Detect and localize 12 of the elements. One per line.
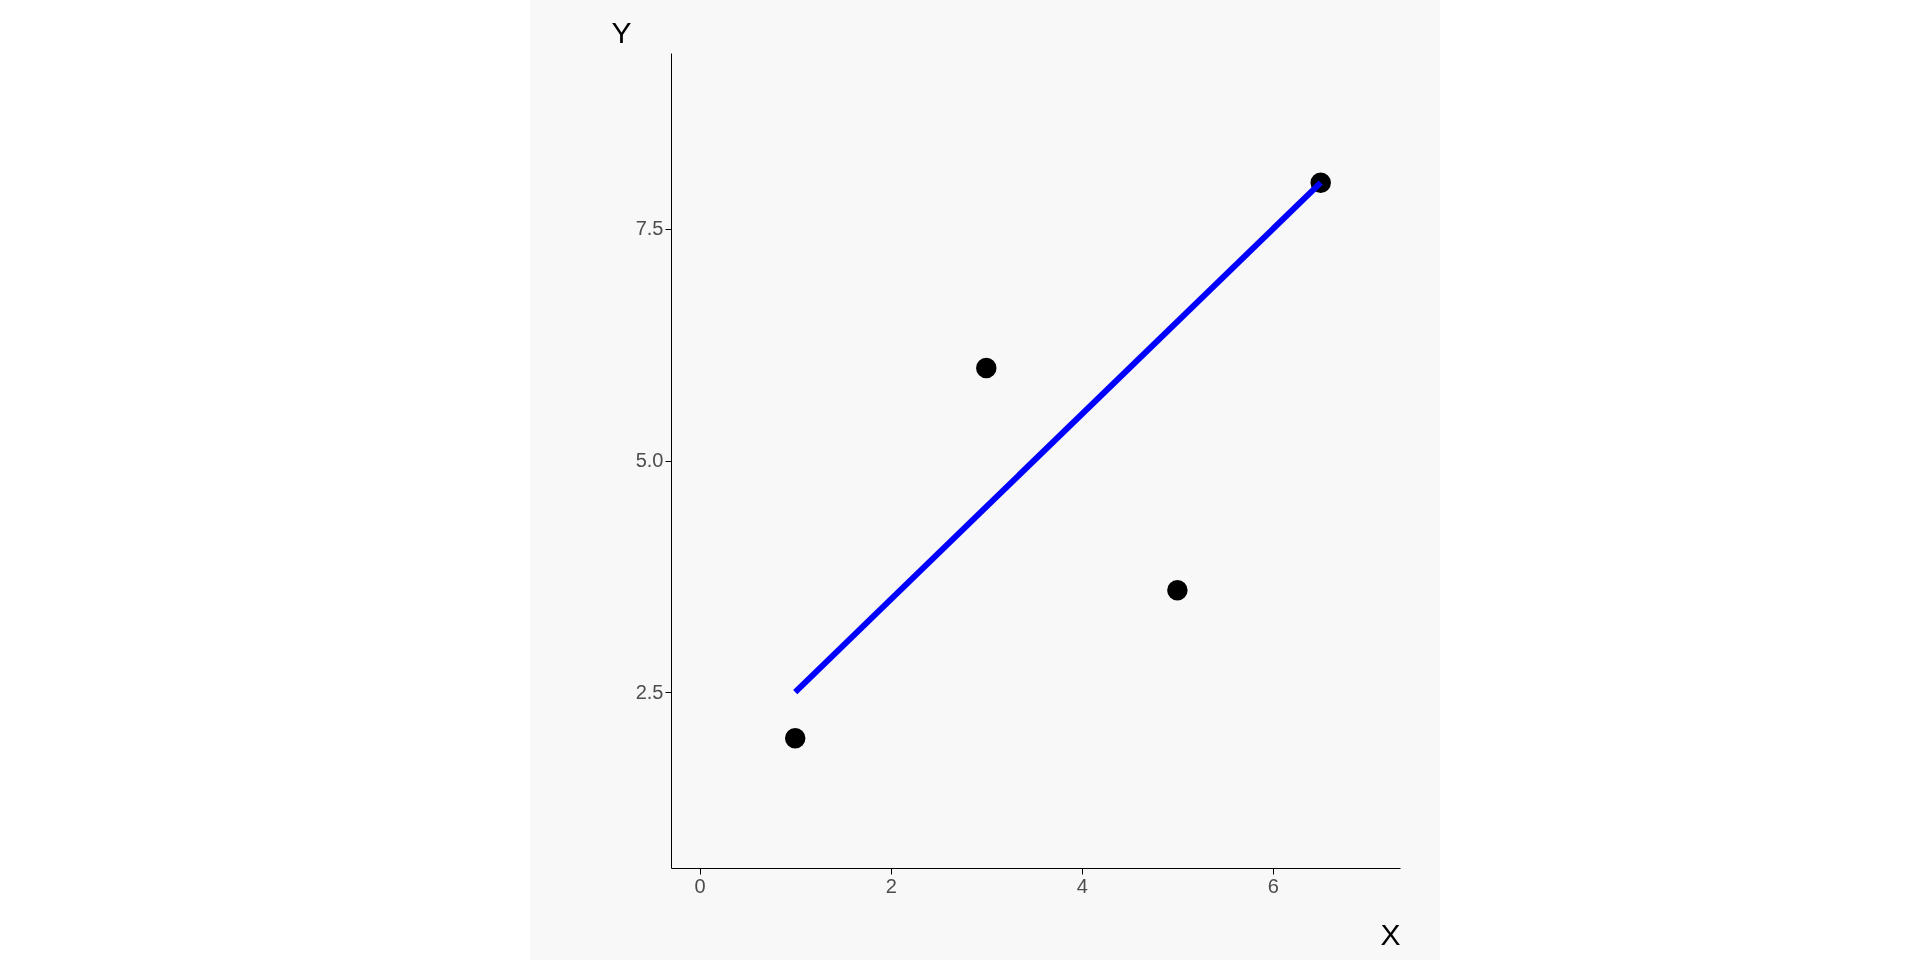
x-axis-title: X: [1380, 917, 1401, 951]
x-tick-label: 6: [1267, 874, 1279, 897]
x-tick-label: 0: [694, 874, 706, 897]
point: [976, 357, 997, 379]
y-axis-title: Y: [611, 15, 632, 49]
x-tick-label: 4: [1076, 874, 1088, 897]
point: [1167, 579, 1188, 601]
point: [784, 728, 806, 749]
x-tick-label: 2: [885, 874, 897, 897]
y-tick-label: 7.5: [635, 217, 664, 240]
y-tick-label: 2.5: [635, 680, 664, 703]
y-tick-label: 5.0: [635, 449, 664, 471]
